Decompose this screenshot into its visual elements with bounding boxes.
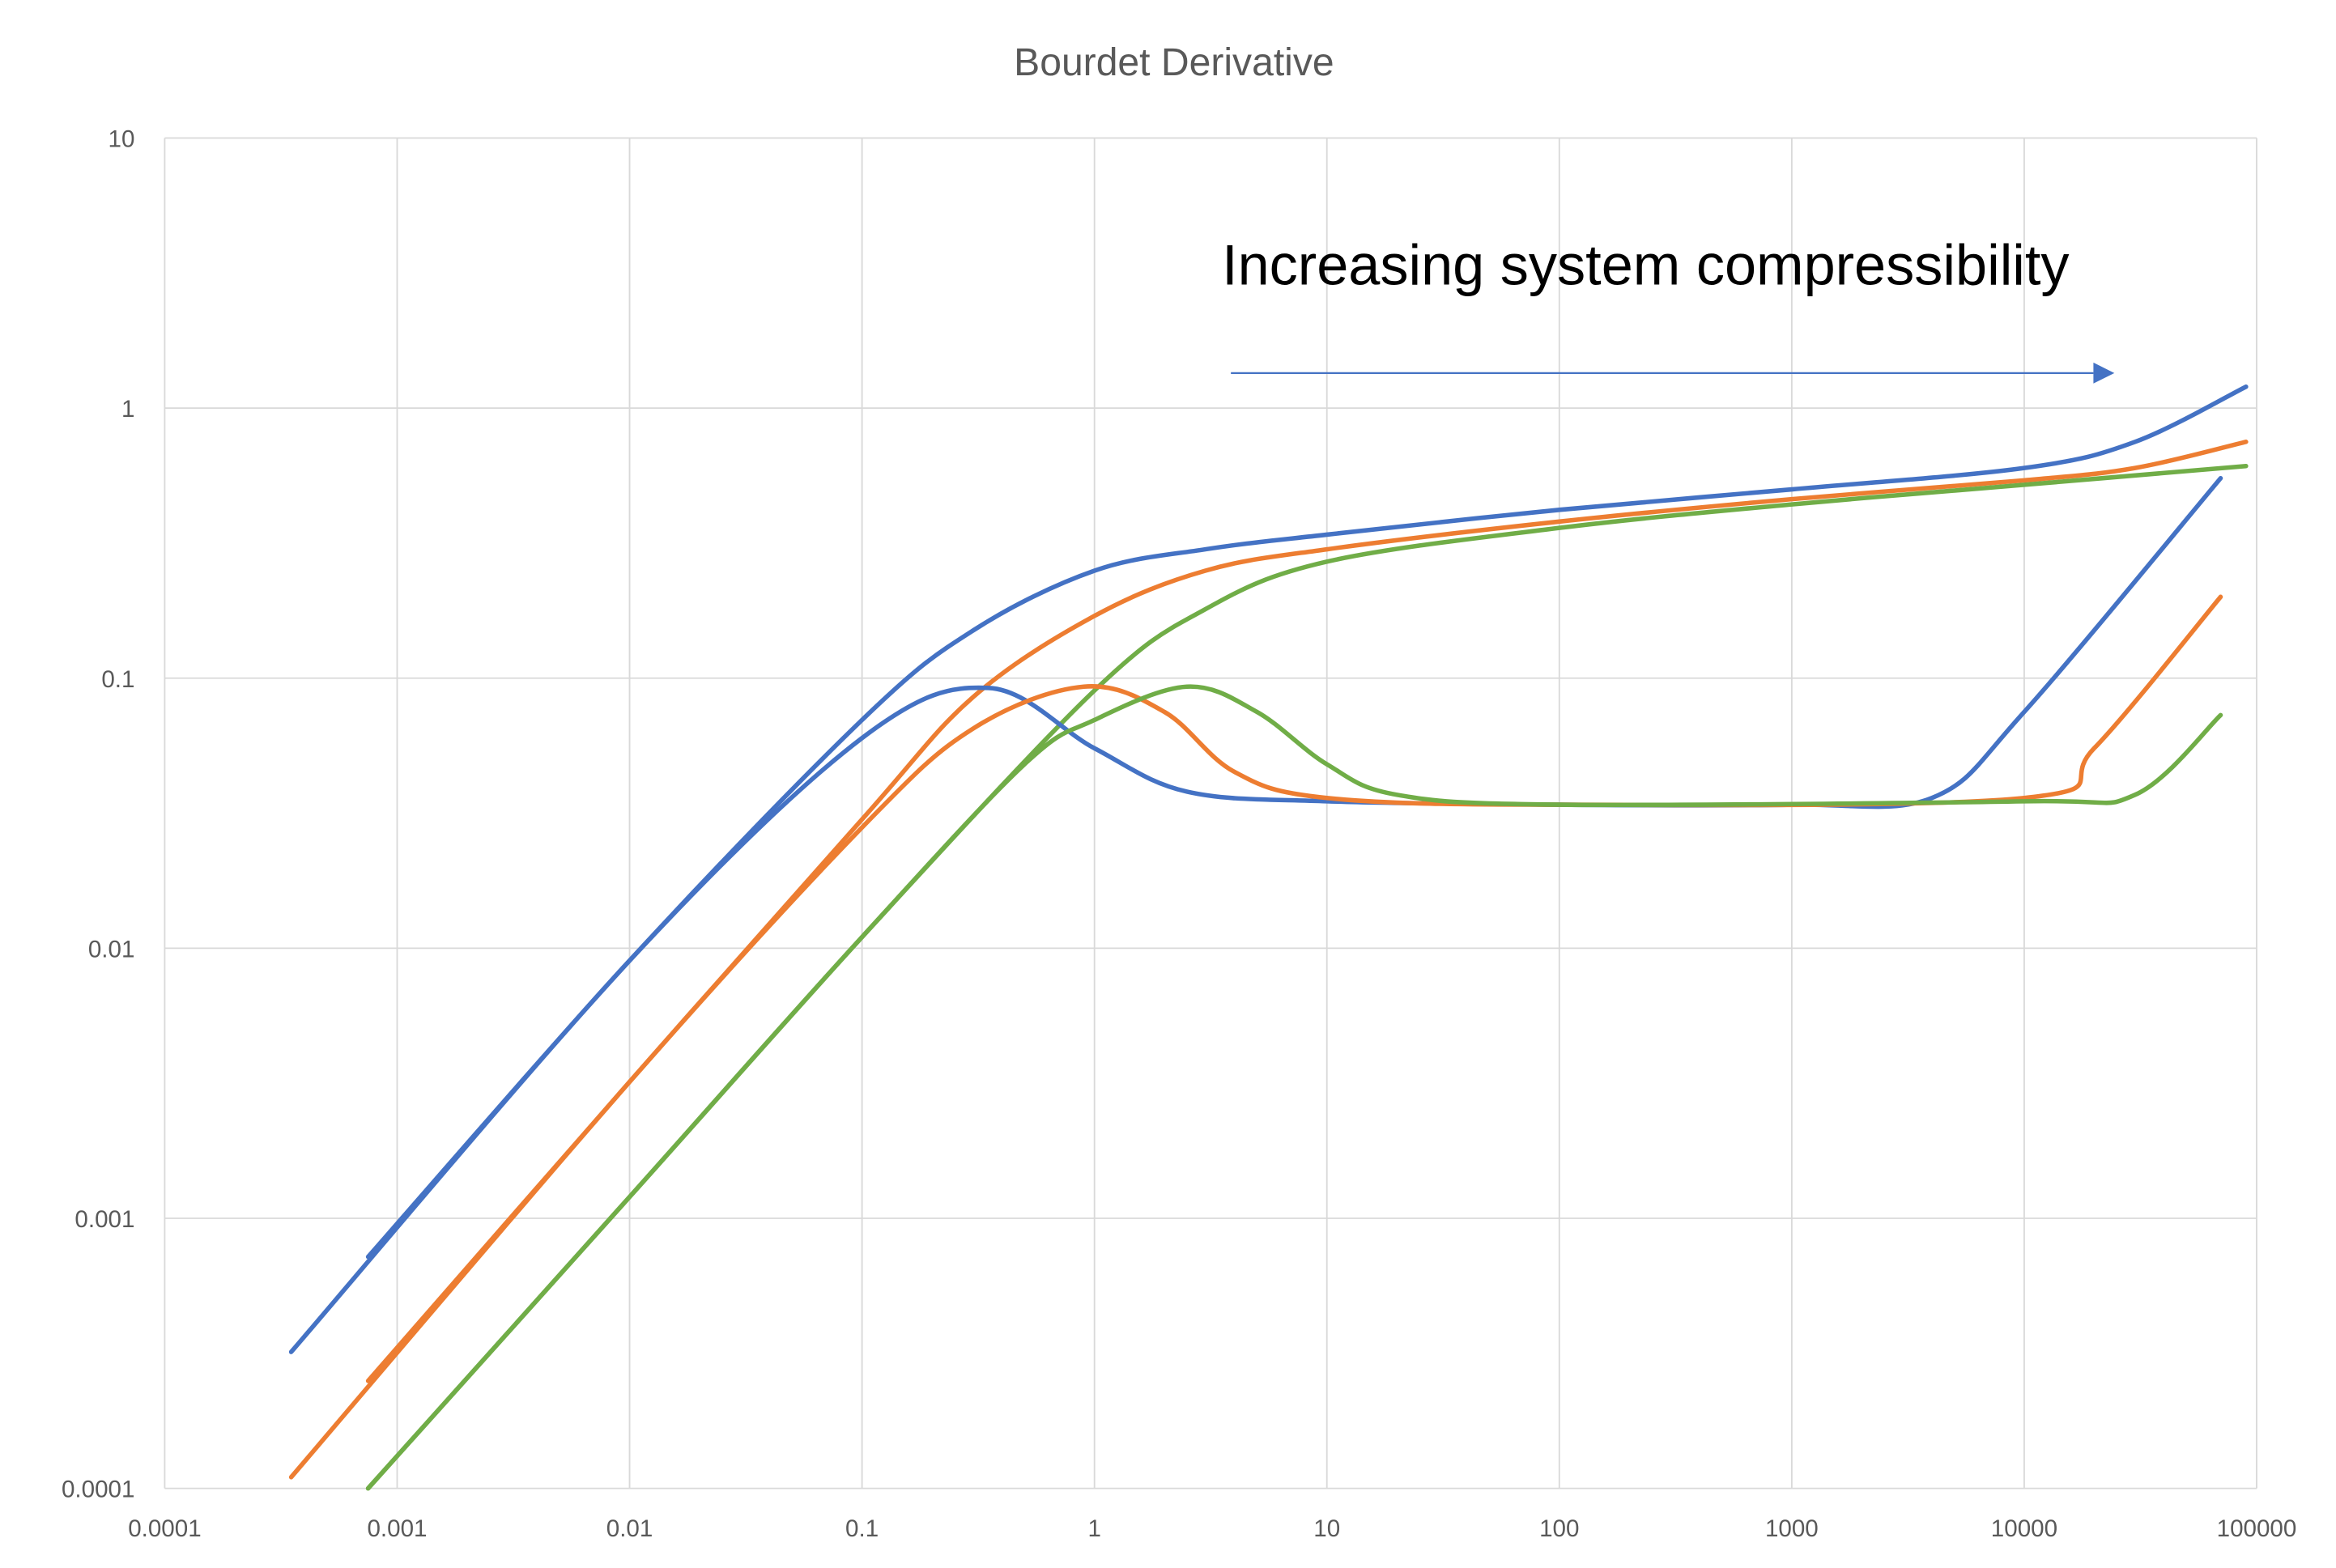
y-tick-label: 1	[121, 396, 134, 423]
annotation-arrow	[1231, 362, 2115, 384]
series-line-1	[365, 384, 2249, 1260]
x-tick-label: 10000	[1991, 1515, 2057, 1542]
series-line-4	[288, 475, 2223, 1354]
x-tick-label: 100000	[2217, 1515, 2297, 1542]
y-tick-label: 0.0001	[62, 1477, 134, 1503]
series-line-3	[365, 463, 2249, 1491]
x-tick-label: 0.001	[367, 1515, 427, 1542]
series-line-5	[288, 594, 2223, 1480]
chart-title: Bourdet Derivative	[1014, 40, 1334, 84]
series-lines	[288, 384, 2249, 1491]
y-tick-label: 10	[109, 126, 135, 153]
x-tick-label: 1000	[1765, 1515, 1819, 1542]
y-tick-label: 0.001	[74, 1206, 134, 1233]
series-line-2	[365, 440, 2249, 1383]
gridlines	[164, 137, 2257, 1489]
x-tick-label: 100	[1539, 1515, 1579, 1542]
x-tick-label: 0.1	[845, 1515, 879, 1542]
annotation-text: Increasing system compressibility	[1222, 233, 2070, 297]
y-tick-label: 0.1	[101, 666, 134, 693]
x-tick-label: 10	[1313, 1515, 1340, 1542]
y-tick-label: 0.01	[88, 936, 135, 962]
x-tick-label: 1	[1087, 1515, 1100, 1542]
tick-labels: 0.0001 0.001 0.01 0.1 1 10 100 1000 10000 100000 0…	[62, 126, 2296, 1542]
x-tick-label: 0.0001	[128, 1515, 201, 1542]
series-line-6	[365, 684, 2223, 1491]
x-tick-label: 0.01	[606, 1515, 653, 1542]
